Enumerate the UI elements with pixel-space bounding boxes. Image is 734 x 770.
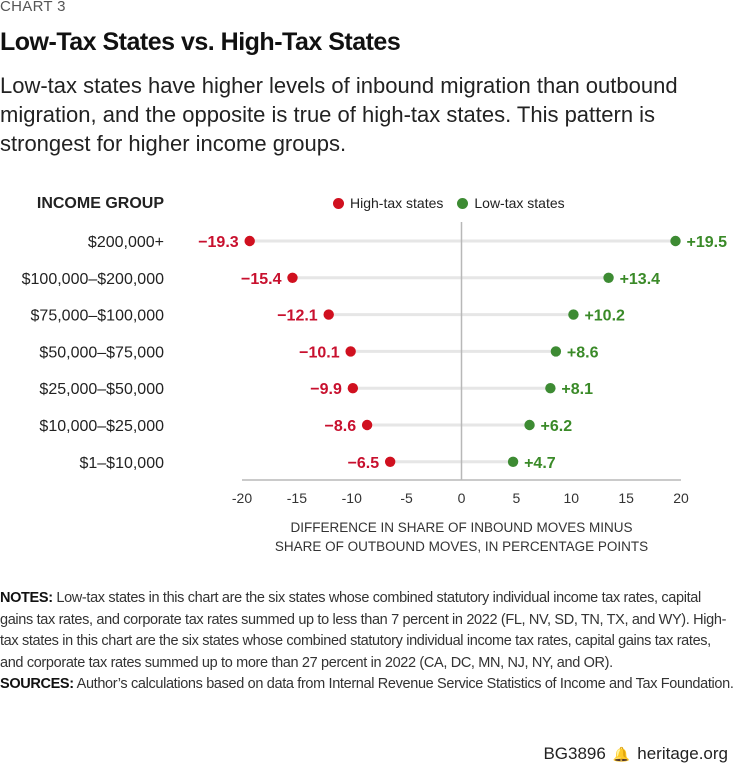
high-tax-value-label: −12.1 [277, 308, 318, 325]
sources-label: SOURCES: [0, 676, 74, 692]
high-tax-dot [384, 456, 396, 467]
legend-label-low-tax: Low-tax states [474, 195, 565, 211]
category-label: $50,000–$75,000 [39, 344, 164, 361]
low-tax-dot [524, 419, 535, 431]
high-tax-dot [244, 235, 255, 247]
dumbbell-plot: -20 -15 -10 -5 0 5 10 15 20 DIFFERENCE IN SHARE O… [22, 222, 728, 554]
high-tax-dot [323, 309, 334, 320]
category-label: $25,000–$50,000 [39, 381, 164, 398]
x-tick-label: -5 [400, 490, 413, 506]
notes-label: NOTES: [0, 590, 53, 606]
x-tick-label: -15 [287, 490, 307, 506]
low-tax-value-label: +4.7 [524, 455, 556, 472]
chart-subtitle: Low-tax states have higher levels of inb… [0, 73, 678, 156]
x-tick-label: 20 [673, 490, 689, 506]
y-axis-header: INCOME GROUP [36, 195, 164, 212]
low-tax-value-label: +8.1 [561, 381, 593, 398]
low-tax-value-label: +13.4 [620, 271, 661, 288]
high-tax-dot [287, 272, 298, 283]
low-tax-dot [545, 383, 556, 394]
notes-text: Low-tax states in this chart are the six… [0, 590, 727, 671]
sources-text: Author’s calculations based on data from… [73, 676, 734, 692]
x-tick-label: 0 [458, 490, 466, 506]
report-id: BG3896 [543, 744, 606, 763]
footer: BG3896 🔔 heritage.org [543, 744, 728, 764]
category-label: $100,000–$200,000 [22, 271, 164, 288]
x-axis-title-line: SHARE OF OUTBOUND MOVES, IN PERCENTAGE P… [275, 539, 648, 554]
low-tax-dot [550, 346, 562, 357]
x-tick-label: -20 [232, 490, 252, 506]
high-tax-value-label: −15.4 [241, 271, 282, 288]
low-tax-dot [568, 309, 579, 320]
low-tax-dot [603, 272, 614, 283]
legend-dot-high-tax [333, 197, 344, 209]
high-tax-value-label: −19.3 [198, 234, 239, 251]
low-tax-value-label: +6.2 [541, 418, 573, 435]
category-label: $75,000–$100,000 [31, 308, 165, 325]
legend-dot-low-tax [457, 197, 469, 209]
high-tax-dot [347, 383, 359, 394]
x-tick-label: 10 [563, 490, 579, 506]
low-tax-dot [670, 235, 681, 247]
legend-item-low-tax: Low-tax states [457, 195, 565, 211]
high-tax-value-label: −10.1 [299, 344, 340, 361]
high-tax-dot [345, 346, 356, 357]
low-tax-dot [507, 456, 519, 467]
legend-label-high-tax: High-tax states [350, 195, 444, 211]
x-axis-title-line: DIFFERENCE IN SHARE OF INBOUND MOVES MIN… [290, 520, 632, 535]
high-tax-value-label: −9.9 [310, 381, 342, 398]
chart-title: Low-Tax States vs. High-Tax States [0, 28, 401, 56]
liberty-bell-icon: 🔔 [612, 745, 631, 762]
x-tick-label: -10 [342, 490, 362, 506]
site-link[interactable]: heritage.org [637, 744, 728, 763]
notes-block: NOTES: Low-tax states in this chart are … [0, 588, 734, 696]
x-tick-label: 5 [512, 490, 520, 506]
category-label: $10,000–$25,000 [39, 418, 164, 435]
high-tax-value-label: −8.6 [325, 418, 357, 435]
chart-number-label: CHART 3 [0, 0, 66, 15]
category-label: $1–$10,000 [79, 455, 164, 472]
low-tax-value-label: +8.6 [567, 344, 599, 361]
high-tax-value-label: −6.5 [348, 455, 380, 472]
category-label: $200,000+ [88, 234, 164, 251]
low-tax-value-label: +10.2 [584, 308, 625, 325]
high-tax-dot [361, 419, 373, 431]
legend: High-tax states Low-tax states [333, 195, 579, 211]
x-tick-label: 15 [618, 490, 634, 506]
legend-item-high-tax: High-tax states [333, 195, 443, 211]
low-tax-value-label: +19.5 [687, 234, 728, 251]
